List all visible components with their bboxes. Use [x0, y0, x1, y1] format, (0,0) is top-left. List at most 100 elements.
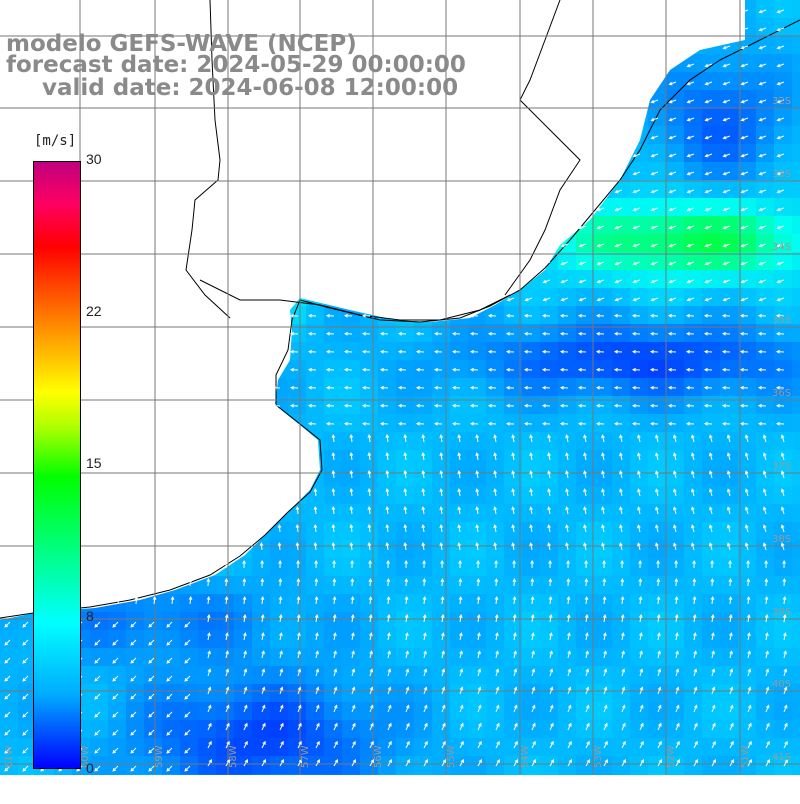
wind-arrow	[631, 367, 641, 372]
forecast-date: forecast date: 2024-05-29 00:00:00	[6, 52, 466, 78]
wind-cell	[774, 234, 793, 253]
wind-arrow	[94, 693, 101, 700]
wind-cell	[414, 612, 433, 631]
wind-arrow	[279, 722, 284, 731]
wind-arrow	[566, 577, 571, 587]
wind-cell	[540, 576, 559, 595]
wind-cell	[306, 630, 325, 649]
wind-arrow	[650, 279, 659, 284]
wind-arrow	[112, 711, 119, 718]
wind-cell	[792, 648, 800, 667]
wind-arrow	[710, 559, 714, 569]
coastline-parana	[504, 0, 581, 296]
wind-cell	[162, 648, 181, 667]
wind-arrow	[650, 261, 659, 266]
wind-arrow	[207, 686, 212, 695]
wind-cell	[198, 630, 217, 649]
wind-arrow	[744, 452, 749, 461]
wind-arrow	[206, 596, 211, 605]
wind-arrow	[529, 434, 533, 443]
wind-cell	[756, 252, 775, 271]
wind-arrow	[130, 747, 137, 754]
wind-arrow	[475, 524, 480, 533]
wind-arrow	[513, 704, 518, 713]
wind-cell	[414, 666, 433, 685]
wind-cell	[792, 468, 800, 487]
wind-arrow	[451, 331, 461, 336]
wind-arrow	[708, 542, 713, 551]
wind-arrow	[650, 117, 659, 122]
wind-cell	[504, 666, 523, 685]
wind-arrow	[531, 686, 536, 695]
wind-arrow	[649, 349, 659, 354]
wind-arrow	[385, 452, 390, 461]
wind-arrow	[638, 614, 643, 623]
wind-cell	[234, 594, 253, 613]
wind-cell	[270, 594, 289, 613]
wind-arrow	[673, 434, 677, 443]
wind-arrow	[602, 614, 607, 623]
wind-cell	[0, 630, 19, 649]
wind-arrow	[307, 313, 317, 318]
wind-arrow	[549, 759, 554, 767]
wind-cell	[738, 720, 757, 739]
wind-arrow	[758, 117, 767, 122]
wind-arrow	[674, 614, 679, 623]
wind-arrow	[711, 759, 716, 767]
wind-arrow	[367, 470, 372, 479]
wind-arrow	[206, 614, 211, 623]
wind-arrow	[415, 349, 425, 354]
wind-cell	[198, 648, 217, 667]
wind-cell	[720, 252, 739, 271]
wind-arrow	[315, 740, 320, 749]
wind-arrow	[765, 650, 769, 659]
wind-cell	[486, 558, 505, 577]
wind-arrow	[184, 675, 191, 682]
wind-arrow	[655, 452, 659, 461]
wind-cell	[558, 594, 577, 613]
wind-cell	[684, 288, 703, 307]
wind-arrow	[783, 668, 788, 677]
wind-arrow	[4, 765, 11, 772]
wind-cell	[648, 198, 667, 217]
wind-arrow	[387, 759, 392, 767]
wind-cell	[720, 234, 739, 253]
wind-cell	[558, 756, 577, 775]
wind-arrow	[458, 614, 463, 623]
wind-arrow	[493, 470, 497, 479]
wind-arrow	[22, 639, 29, 646]
wind-cell	[396, 702, 415, 721]
wind-cell	[792, 486, 800, 505]
wind-cell	[144, 666, 163, 685]
wind-arrow	[583, 542, 587, 551]
wind-cell	[90, 720, 109, 739]
wind-cell	[234, 576, 253, 595]
wind-arrow	[758, 207, 767, 212]
wind-arrow	[295, 524, 300, 533]
coastline-brazil	[185, 0, 231, 319]
wind-cell	[792, 0, 800, 19]
wind-arrow	[295, 542, 300, 551]
wind-arrow	[655, 470, 659, 479]
wind-cell	[558, 288, 577, 307]
lon-label: 54W	[520, 745, 531, 768]
wind-cell	[792, 324, 800, 343]
wind-arrow	[704, 225, 713, 230]
wind-cell	[360, 612, 379, 631]
wind-cell	[702, 270, 721, 289]
wind-cell	[108, 684, 127, 703]
wind-cell	[648, 648, 667, 667]
wind-cell	[504, 702, 523, 721]
wind-cell	[702, 126, 721, 145]
wind-arrow	[22, 693, 29, 700]
wind-cell	[630, 270, 649, 289]
wind-arrow	[722, 207, 731, 212]
wind-arrow	[776, 171, 785, 176]
wind-cell	[558, 612, 577, 631]
wind-arrow	[650, 207, 659, 212]
wind-cell	[612, 558, 631, 577]
wind-cell	[792, 720, 800, 739]
wind-cell	[702, 234, 721, 253]
wind-cell	[180, 720, 199, 739]
wind-arrow	[260, 614, 265, 623]
